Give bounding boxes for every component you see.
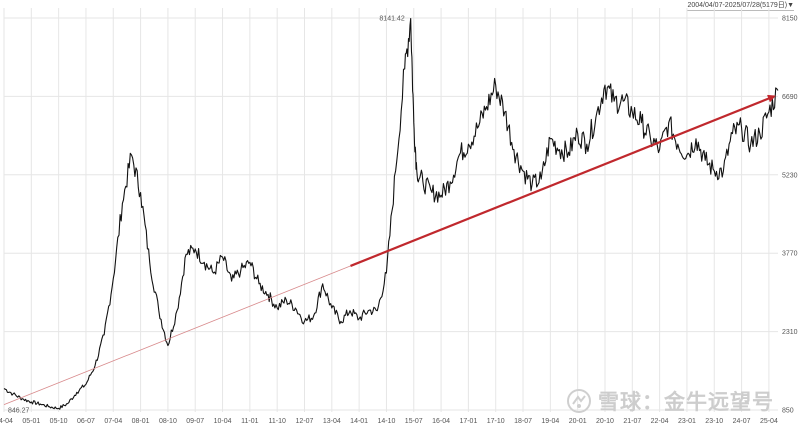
x-axis: 04-04 05-01 05-10 06-07 07-04 08-01 08-10 09-07… <box>0 418 778 425</box>
x-tick-label: 19-04 <box>541 418 559 425</box>
y-tick-label: 3770 <box>782 251 798 258</box>
x-tick-label: 23-10 <box>705 418 723 425</box>
x-tick-label: 16-04 <box>432 418 450 425</box>
x-tick-label: 22-04 <box>651 418 669 425</box>
x-tick-label: 06-07 <box>77 418 95 425</box>
min-value-label: 846.27 <box>8 407 30 414</box>
price-series-line <box>3 17 779 410</box>
snowball-logo-icon <box>567 389 591 413</box>
x-tick-label: 11-01 <box>241 418 258 425</box>
x-tick-label: 18-07 <box>514 418 532 425</box>
x-tick-label: 10-04 <box>214 418 232 425</box>
x-tick-label: 14-01 <box>350 418 368 425</box>
x-tick-label: 09-07 <box>186 418 204 425</box>
x-tick-label: 12-07 <box>296 418 314 425</box>
x-tick-label: 05-10 <box>50 418 68 425</box>
x-tick-label: 11-10 <box>268 418 285 425</box>
x-tick-label: 07-04 <box>104 418 122 425</box>
y-tick-label: 8150 <box>782 16 798 23</box>
trend-arrow <box>350 94 776 267</box>
date-range-label[interactable]: 2004/04/07-2025/07/28(5179日)▼ <box>687 2 794 11</box>
y-tick-label: 5230 <box>782 172 798 179</box>
x-tick-label: 04-04 <box>0 418 13 425</box>
x-tick-label: 20-01 <box>569 418 587 425</box>
x-tick-label: 15-07 <box>405 418 423 425</box>
annotation-layer: 8141.42 846.27 <box>8 15 405 414</box>
x-tick-label: 05-01 <box>22 418 40 425</box>
max-value-label: 8141.42 <box>379 15 404 22</box>
x-tick-label: 17-01 <box>459 418 477 425</box>
series-layer <box>3 17 779 410</box>
x-tick-label: 25-04 <box>760 418 778 425</box>
x-tick-label: 20-10 <box>596 418 614 425</box>
watermark: 雪球：金牛远望号 <box>566 384 774 418</box>
x-tick-label: 08-01 <box>132 418 150 425</box>
x-tick-label: 08-10 <box>159 418 177 425</box>
y-axis: 850 2310 3770 5230 6690 8150 <box>782 16 798 415</box>
x-tick-label: 14-10 <box>377 418 395 425</box>
y-tick-label: 6690 <box>782 94 798 101</box>
x-tick-label: 21-07 <box>623 418 641 425</box>
x-tick-label: 24-07 <box>733 418 751 425</box>
watermark-text: 雪球：金牛远望号 <box>598 390 774 414</box>
grid <box>3 8 778 412</box>
x-tick-label: 23-01 <box>678 418 696 425</box>
x-tick-label: 17-10 <box>487 418 505 425</box>
x-tick-label: 13-04 <box>323 418 341 425</box>
y-tick-label: 2310 <box>782 329 798 336</box>
y-tick-label: 850 <box>782 408 794 415</box>
